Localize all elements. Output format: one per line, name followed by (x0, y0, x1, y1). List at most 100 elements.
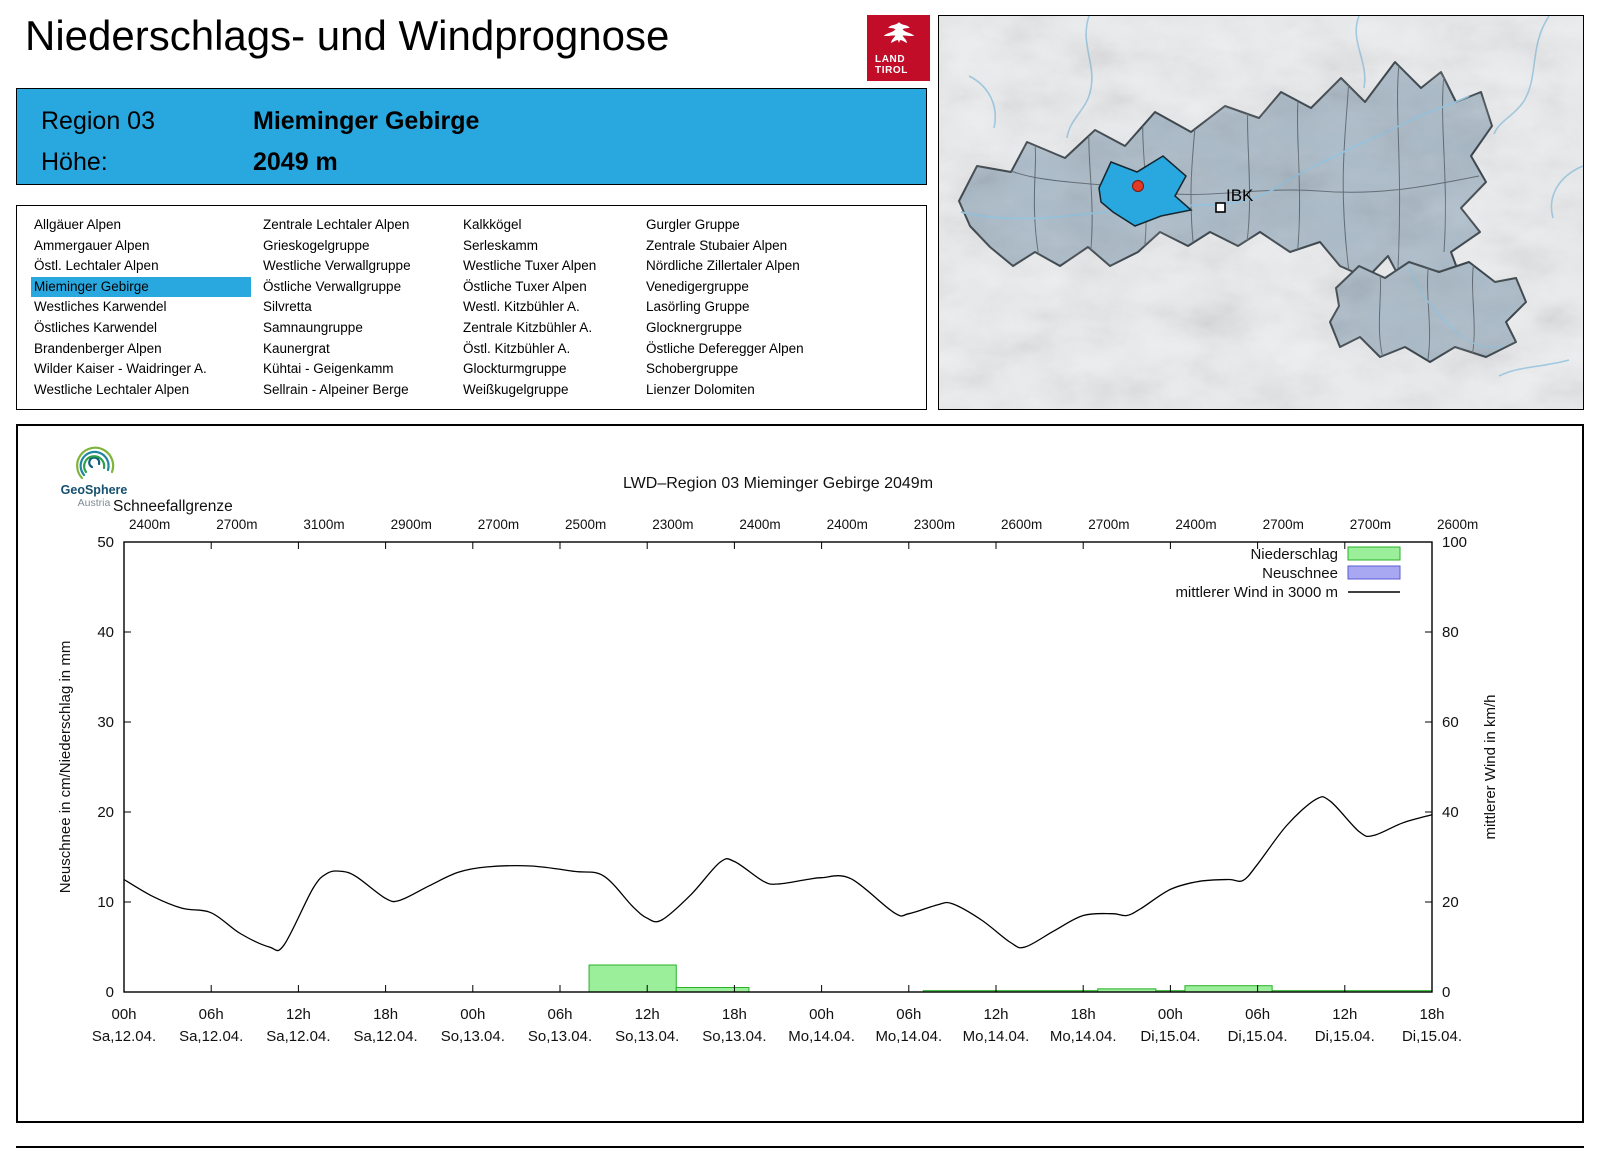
region-list-item[interactable]: Glockturmgruppe (463, 361, 567, 377)
y-left-tick: 40 (97, 624, 114, 641)
snowline-value: 2700m (1263, 517, 1304, 532)
x-tick-date: Di,15.04. (1402, 1028, 1462, 1045)
region-list-item[interactable]: Schobergruppe (646, 361, 739, 377)
region-list-item[interactable]: Östliche Verwallgruppe (263, 278, 402, 294)
x-tick-date: Mo,14.04. (1050, 1028, 1117, 1045)
y-right-tick: 40 (1442, 804, 1459, 821)
snowline-value: 2500m (565, 517, 606, 532)
region-list-item[interactable]: Allgäuer Alpen (34, 217, 122, 232)
region-list-item[interactable]: Kaunergrat (263, 340, 330, 356)
x-tick-date: So,13.04. (615, 1028, 679, 1045)
region-list-item[interactable]: Westliche Lechtaler Alpen (34, 381, 190, 397)
x-tick-time: 06h (199, 1006, 224, 1023)
y-right-tick: 100 (1442, 534, 1467, 551)
geosphere-country: Austria (77, 497, 111, 509)
y-left-tick: 30 (97, 714, 114, 731)
region-list-item[interactable]: Östliches Karwendel (34, 319, 158, 335)
region-list-item[interactable]: Samnaungruppe (263, 319, 363, 335)
region-list-item[interactable]: Silvretta (263, 299, 312, 315)
elevation-row: Höhe: 2049 m (41, 142, 926, 183)
region-list-item[interactable]: Zentrale Lechtaler Alpen (263, 217, 410, 232)
snowline-value: 2700m (216, 517, 257, 532)
region-list-item[interactable]: Sellrain - Alpeiner Berge (263, 381, 409, 397)
region-header: Region 03 Mieminger Gebirge Höhe: 2049 m (16, 88, 927, 185)
region-list-item[interactable]: Weißkugelgruppe (463, 381, 569, 397)
region-list-item[interactable]: Östl. Lechtaler Alpen (34, 258, 159, 274)
region-list-item[interactable]: Kühtai - Geigenkamm (263, 361, 394, 377)
region-list-item[interactable]: Grieskogelgruppe (263, 237, 370, 253)
region-list-item[interactable]: Brandenberger Alpen (34, 340, 162, 356)
geosphere-spiral-icon (76, 446, 115, 480)
region-list-item[interactable]: Mieminger Gebirge (31, 276, 251, 298)
x-tick-time: 12h (635, 1006, 660, 1023)
snowline-value: 2300m (652, 517, 693, 532)
x-tick-date: Sa,12.04. (266, 1028, 330, 1045)
region-list-item[interactable]: Westliche Tuxer Alpen (463, 258, 597, 274)
region-list-item[interactable]: Glocknergruppe (646, 319, 743, 335)
snowline-value: 2400m (827, 517, 868, 532)
region-list-item[interactable]: Westliches Karwendel (34, 299, 167, 315)
region-list-item[interactable]: Westl. Kitzbühler A. (463, 299, 580, 315)
logo-land-label: LAND (875, 54, 906, 65)
region-list-item[interactable]: Zentrale Stubaier Alpen (646, 237, 788, 253)
snowline-value: 2700m (1350, 517, 1391, 532)
region-list-item[interactable]: Kalkkögel (463, 217, 522, 232)
chart-title: LWD–Region 03 Mieminger Gebirge 2049m (623, 475, 933, 492)
x-tick-time: 18h (1071, 1006, 1096, 1023)
region-list-item[interactable]: Venedigergruppe (646, 278, 749, 294)
region-list-item[interactable]: Östl. Kitzbühler A. (463, 340, 571, 356)
region-list-item[interactable]: Zentrale Kitzbühler A. (463, 319, 593, 335)
snowline-value: 2400m (129, 517, 170, 532)
snowline-value: 2700m (478, 517, 519, 532)
y-right-title: mittlerer Wind in km/h (1482, 694, 1499, 839)
chart-legend: Niederschlag Neuschnee mittlerer Wind in 3… (1175, 546, 1401, 601)
x-tick-date: Sa,12.04. (92, 1028, 156, 1045)
x-axis: 00h Sa,12.04. 06h Sa,12.04. 12h Sa,12.04. 18h S… (92, 542, 1462, 1045)
snowline-values: 2400m 2700m 3100m 2900m 2700m 2500m 2300m 2400m… (129, 517, 1478, 532)
terrain-texture (939, 16, 1583, 409)
region-list: Allgäuer Alpen Ammergauer Alpen Östl. Lech… (16, 205, 927, 410)
highlighted-region[interactable] (1098, 155, 1193, 227)
x-tick-time: 18h (1419, 1006, 1444, 1023)
region-list-item[interactable]: Serleskamm (463, 237, 539, 253)
x-tick-date: Sa,12.04. (179, 1028, 243, 1045)
tirol-map: IBK (938, 15, 1584, 410)
x-tick-date: Mo,14.04. (875, 1028, 942, 1045)
x-tick-date: Mo,14.04. (788, 1028, 855, 1045)
forecast-chart: GeoSphere Austria 00h Sa,12.04. 06h Sa,12.0… (16, 424, 1584, 1123)
region-list-column: Zentrale Lechtaler Alpen Grieskogelgruppe… (260, 215, 460, 409)
plot-border (123, 541, 1433, 993)
x-tick-date: Di,15.04. (1315, 1028, 1375, 1045)
region-list-item[interactable]: Ammergauer Alpen (34, 237, 150, 253)
snowline-value: 2600m (1437, 517, 1478, 532)
region-list-item[interactable]: Lasörling Gruppe (646, 299, 750, 315)
region-list-item[interactable]: Östliche Tuxer Alpen (463, 278, 587, 294)
region-list-item[interactable]: Lienzer Dolomiten (646, 381, 755, 397)
ibk-marker (1215, 202, 1226, 213)
precip-bars (588, 964, 1433, 993)
y-left-tick: 0 (106, 984, 114, 1001)
region-list-item[interactable]: Nördliche Zillertaler Alpen (646, 258, 800, 274)
snowline-value: 2400m (739, 517, 780, 532)
y-right-tick: 60 (1442, 714, 1459, 731)
region-list-item[interactable]: Östliche Deferegger Alpen (646, 340, 804, 356)
y-right-tick: 80 (1442, 624, 1459, 641)
region-list-item[interactable]: Wilder Kaiser - Waidringer A. (34, 361, 207, 377)
x-tick-time: 12h (1332, 1006, 1357, 1023)
elevation-value: 2049 m (253, 148, 338, 176)
x-tick-date: Mo,14.04. (963, 1028, 1030, 1045)
region-list-item[interactable]: Westliche Verwallgruppe (263, 258, 411, 274)
y-right-tick: 20 (1442, 894, 1459, 911)
y-left-tick: 50 (97, 534, 114, 551)
region-list-column: Allgäuer Alpen Ammergauer Alpen Östl. Lech… (31, 215, 260, 409)
y-left-tick: 10 (97, 894, 114, 911)
region-name: Mieminger Gebirge (253, 107, 480, 135)
legend-swatch (1347, 565, 1401, 580)
snowline-label: Schneefallgrenze (113, 498, 233, 515)
x-tick-date: Sa,12.04. (353, 1028, 417, 1045)
region-list-item[interactable]: Gurgler Gruppe (646, 217, 740, 232)
land-tirol-logo: LAND TIROL (867, 15, 930, 81)
x-tick-date: So,13.04. (702, 1028, 766, 1045)
x-tick-time: 18h (373, 1006, 398, 1023)
page-title: Niederschlags- und Windprognose (25, 12, 670, 59)
